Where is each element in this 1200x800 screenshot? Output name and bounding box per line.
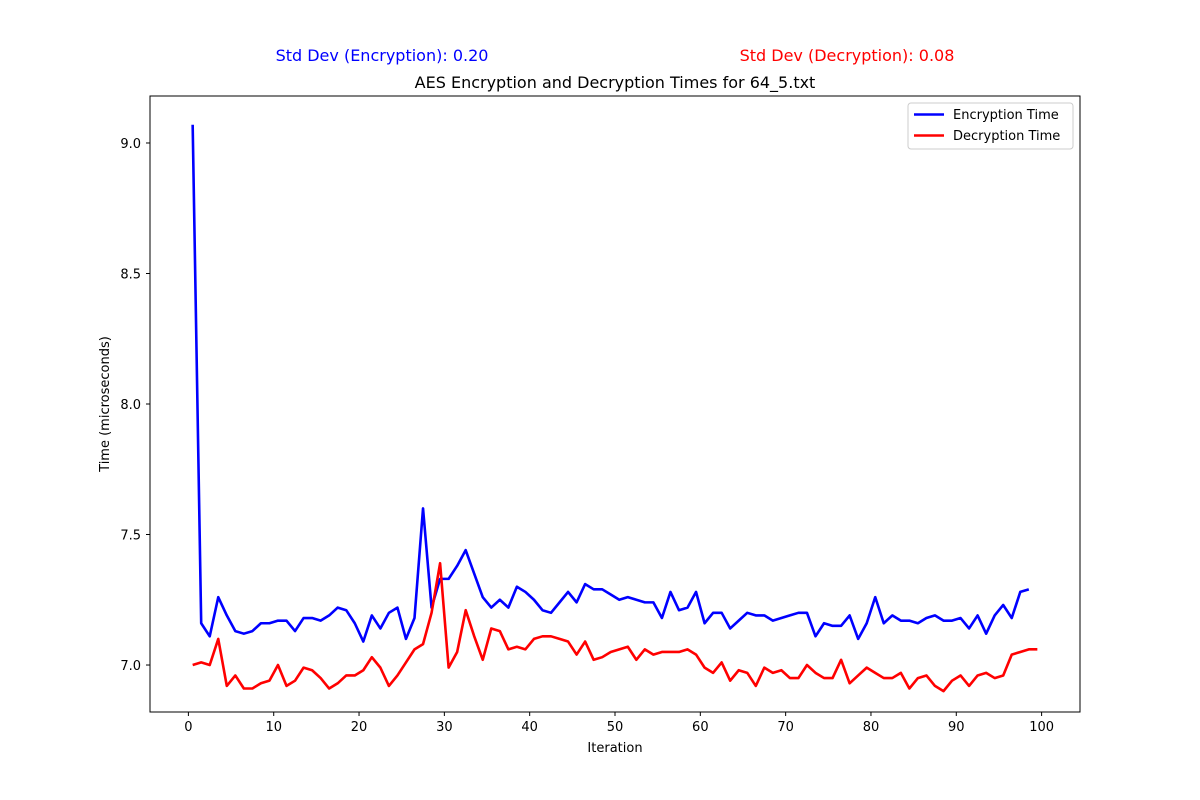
y-axis-ticks: 7.0 7.5 8.0 8.5 9.0 [120,137,150,674]
y-tick-label: 7.0 [120,659,141,674]
legend: Encryption Time Decryption Time [907,102,1074,150]
x-tick-label: 50 [607,720,624,735]
x-axis-label: Iteration [587,741,642,756]
x-tick-label: 10 [265,720,282,735]
y-tick-label: 9.0 [120,137,141,152]
legend-label-decryption: Decryption Time [953,129,1060,144]
x-tick-label: 0 [184,720,192,735]
x-axis-ticks: 0 10 20 30 40 50 60 70 80 90 100 [184,712,1054,735]
series-line-encryption [191,124,1030,643]
x-tick-label: 40 [521,720,538,735]
y-axis-label: Time (microseconds) [98,336,113,473]
series-line-decryption [192,561,1038,693]
y-tick-label: 7.5 [120,529,141,544]
series-layer [191,124,1038,693]
x-tick-label: 80 [863,720,880,735]
x-tick-label: 30 [436,720,453,735]
x-tick-label: 60 [692,720,709,735]
x-tick-label: 20 [351,720,368,735]
stat-decryption: Std Dev (Decryption): 0.08 [740,46,955,65]
plot-area [150,96,1080,712]
y-tick-label: 8.0 [120,398,141,413]
plot-frame [149,95,1081,713]
stat-encryption: Std Dev (Encryption): 0.20 [276,46,489,65]
legend-box [907,102,1074,150]
chart-title: AES Encryption and Decryption Times for … [415,73,816,93]
x-tick-label: 90 [948,720,965,735]
x-tick-label: 100 [1029,720,1054,735]
x-tick-label: 70 [777,720,794,735]
legend-label-encryption: Encryption Time [953,108,1059,123]
y-tick-label: 8.5 [120,267,141,282]
